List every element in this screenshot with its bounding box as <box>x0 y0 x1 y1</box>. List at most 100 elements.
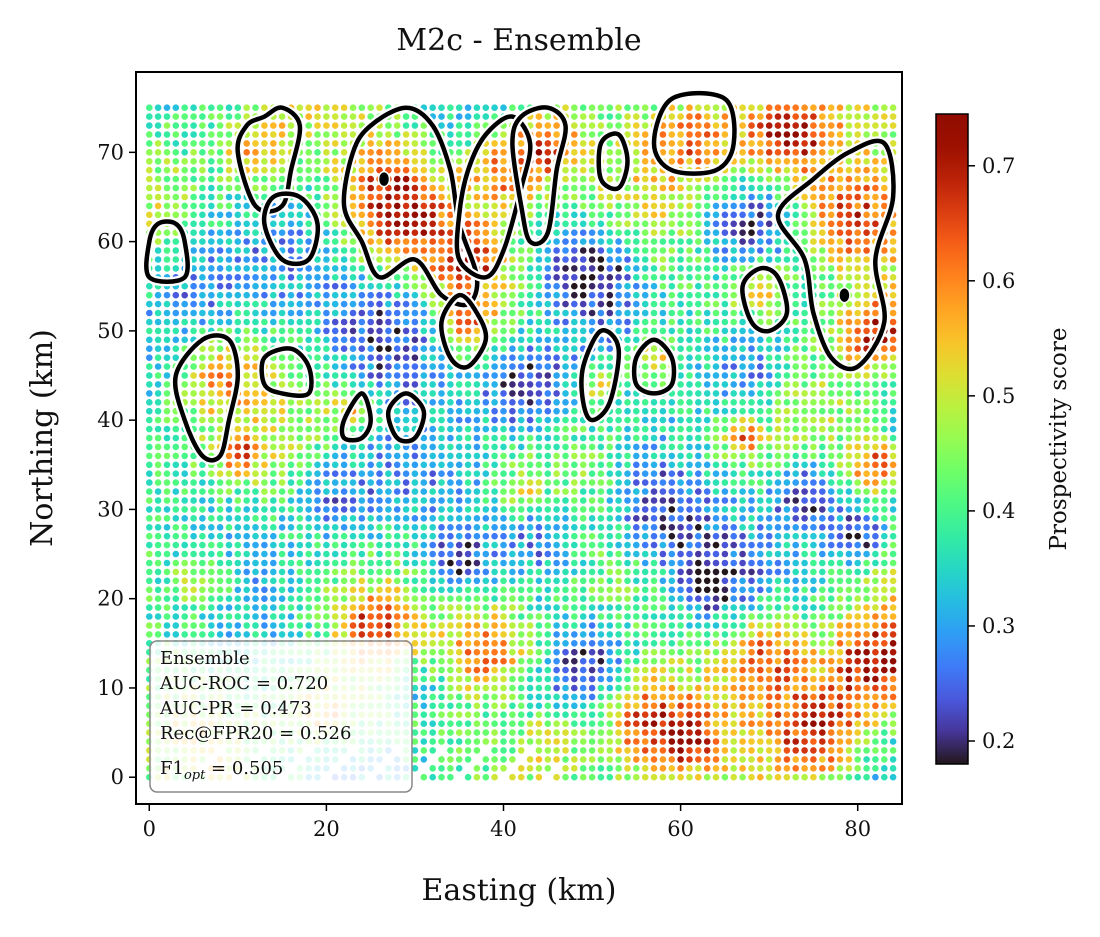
score-point <box>438 390 445 397</box>
score-point <box>819 702 826 710</box>
score-point <box>562 488 569 495</box>
score-point <box>863 738 870 745</box>
score-point <box>296 443 304 451</box>
score-point <box>535 622 543 629</box>
score-point <box>801 559 808 567</box>
score-point <box>367 327 375 335</box>
score-point <box>579 738 587 745</box>
score-point <box>801 622 808 629</box>
score-point <box>429 256 437 263</box>
score-point <box>243 452 250 460</box>
score-point <box>216 613 224 620</box>
score-point <box>686 291 693 299</box>
score-point <box>765 318 773 326</box>
score-point <box>827 399 835 406</box>
score-point <box>765 631 773 638</box>
score-point <box>686 354 693 362</box>
score-point <box>571 666 578 674</box>
score-point <box>464 506 472 513</box>
score-point <box>261 274 268 281</box>
score-point <box>287 479 295 486</box>
score-point <box>278 586 286 594</box>
score-point <box>712 586 720 594</box>
score-point <box>633 524 640 531</box>
score-point <box>801 488 808 495</box>
score-point <box>367 488 375 495</box>
score-point <box>695 684 702 692</box>
score-point <box>579 586 587 594</box>
score-point <box>659 640 667 647</box>
score-point <box>792 550 799 558</box>
score-point <box>252 532 259 540</box>
score-point <box>641 479 649 486</box>
score-point <box>314 550 321 558</box>
score-point <box>633 657 640 665</box>
score-point <box>473 550 481 558</box>
score-point <box>331 586 339 594</box>
score-point <box>367 452 375 460</box>
score-point <box>252 604 259 611</box>
score-point <box>659 515 667 522</box>
score-point <box>624 309 631 317</box>
score-point <box>402 309 410 317</box>
score-point <box>154 265 162 272</box>
score-point <box>579 622 587 629</box>
score-point <box>393 541 401 549</box>
score-point <box>615 274 622 281</box>
score-point <box>234 550 242 558</box>
score-point <box>314 443 321 451</box>
score-point <box>376 613 383 620</box>
score-point <box>579 497 587 504</box>
score-point <box>881 648 888 656</box>
score-point <box>748 550 755 558</box>
score-point <box>447 515 454 522</box>
score-point <box>455 479 463 486</box>
score-point <box>748 497 755 504</box>
score-point <box>615 586 622 594</box>
score-point <box>606 434 614 442</box>
score-point <box>571 711 578 718</box>
score-point <box>340 524 348 531</box>
score-point <box>553 559 560 567</box>
score-point <box>597 720 605 727</box>
score-point <box>314 327 321 335</box>
score-point <box>579 666 587 674</box>
score-point <box>721 532 729 540</box>
score-point <box>659 532 667 540</box>
score-point <box>650 354 658 362</box>
score-point <box>323 407 330 415</box>
score-point <box>810 461 817 469</box>
score-point <box>668 318 676 326</box>
score-point <box>721 461 729 469</box>
score-point <box>845 506 853 513</box>
score-point <box>376 622 383 629</box>
score-point <box>712 675 720 683</box>
score-point <box>668 568 676 576</box>
score-point <box>783 345 791 353</box>
score-point <box>331 613 339 620</box>
score-point <box>243 265 250 272</box>
score-point <box>695 345 702 353</box>
score-point <box>854 657 861 665</box>
score-point <box>544 274 552 281</box>
score-point <box>234 425 242 433</box>
score-point <box>252 291 259 299</box>
score-point <box>597 470 605 478</box>
score-point <box>296 604 304 611</box>
score-point <box>473 488 481 495</box>
score-point <box>765 720 773 727</box>
score-point <box>225 363 233 370</box>
score-point <box>553 702 560 710</box>
score-point <box>208 524 215 531</box>
score-point <box>836 756 844 763</box>
score-point <box>225 515 233 522</box>
score-point <box>358 318 366 326</box>
score-point <box>686 702 693 710</box>
score-point <box>854 568 861 576</box>
score-point <box>278 515 286 522</box>
score-point <box>703 666 711 674</box>
score-point <box>376 354 383 362</box>
score-point <box>482 265 490 272</box>
score-point <box>739 586 746 594</box>
